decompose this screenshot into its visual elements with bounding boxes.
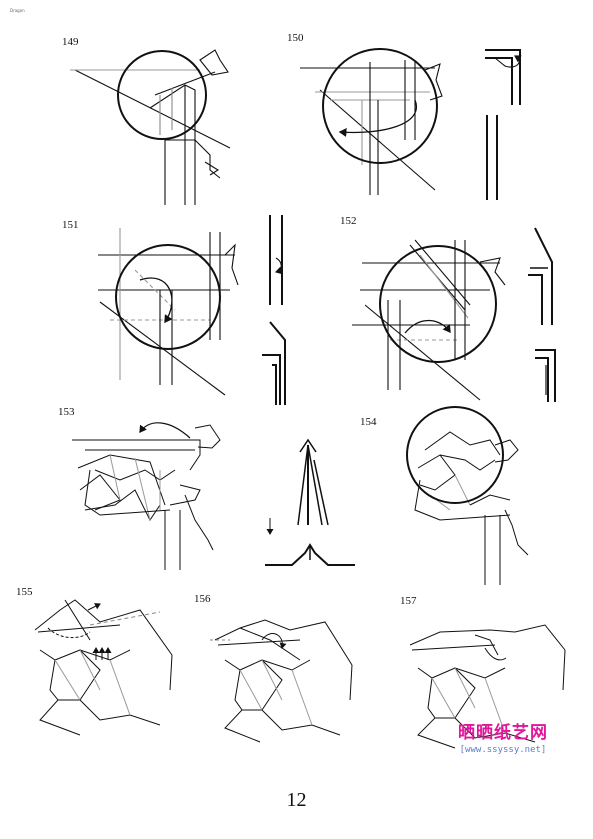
- step-number-151: 151: [62, 219, 79, 231]
- diagram-152: [352, 228, 555, 402]
- step-number-154: 154: [360, 416, 377, 428]
- step-number-150: 150: [287, 32, 304, 44]
- watermark-url: [www.ssyssy.net]: [459, 745, 547, 755]
- step-number-157: 157: [400, 595, 417, 607]
- watermark: 晒晒纸艺网 [www.ssyssy.net]: [448, 718, 558, 755]
- diagram-156: [210, 620, 352, 742]
- step-number-155: 155: [16, 586, 33, 598]
- diagram-155: [35, 600, 172, 735]
- corner-mark: Dragon: [10, 8, 25, 13]
- watermark-site-name: 晒晒纸艺网: [458, 723, 548, 743]
- step-number-156: 156: [194, 593, 211, 605]
- diagram-151: [98, 215, 285, 405]
- step-number-149: 149: [62, 36, 79, 48]
- step-number-152: 152: [340, 215, 357, 227]
- diagram-150: [300, 49, 522, 200]
- step-number-153: 153: [58, 406, 75, 418]
- diagram-157: [410, 625, 565, 748]
- page-number: 12: [286, 789, 307, 811]
- diagram-154: [407, 407, 528, 585]
- diagram-149: [70, 50, 230, 205]
- diagram-153: [72, 423, 355, 570]
